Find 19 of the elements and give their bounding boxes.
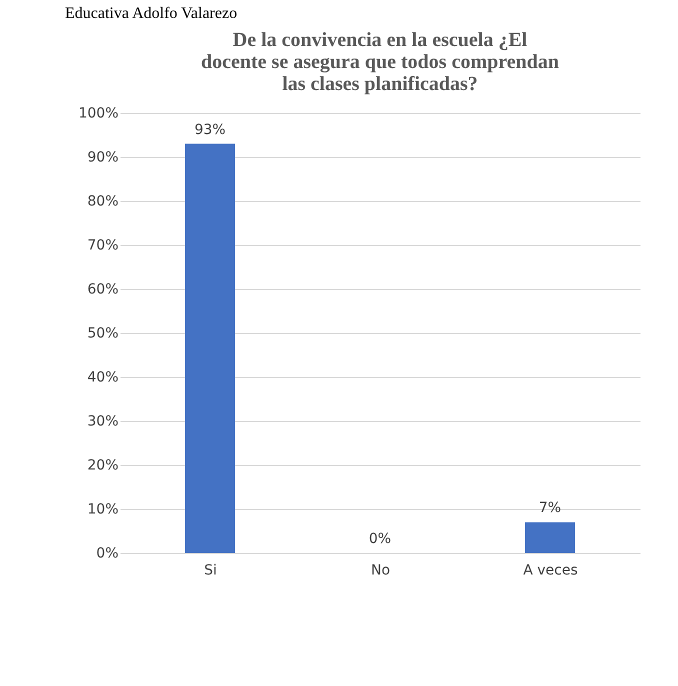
data-label: 0% [368,531,392,547]
y-tick-label: 50% [87,326,118,342]
data-label: 93% [194,122,226,138]
y-tick-label: 70% [87,238,118,254]
x-tick-label: A veces [523,562,578,578]
x-tick-label: No [370,562,390,578]
y-tick-label: 90% [87,150,118,166]
y-tick-label: 60% [87,282,118,298]
y-tick-label: 80% [87,194,118,210]
data-label: 7% [538,500,562,516]
y-tick-label: 0% [96,546,118,562]
text: Educativa Adolfo Valarezo [65,5,238,22]
y-tick-label: 30% [87,414,118,430]
y-tick-label: 100% [78,106,118,122]
y-tick-label: 20% [87,458,118,474]
y-tick-label: 40% [87,370,118,386]
chart-title: De la convivencia en la escuela ¿El docente se asegura que todos comprendan las clases planificadas? [201,29,559,95]
x-tick-label: Si [204,562,217,578]
y-tick-label: 10% [87,502,118,518]
